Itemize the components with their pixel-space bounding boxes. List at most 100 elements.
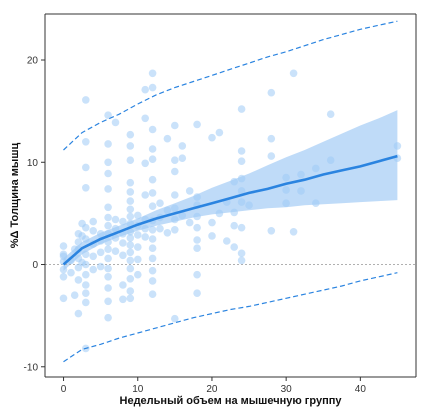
data-point: [141, 224, 149, 233]
y-tick-label: -10: [24, 362, 39, 373]
data-point: [237, 105, 246, 113]
data-point: [82, 298, 90, 307]
data-point: [141, 191, 149, 199]
data-point: [267, 88, 276, 97]
data-point: [67, 268, 75, 277]
data-point: [215, 209, 224, 218]
data-point: [104, 158, 112, 167]
data-point: [267, 134, 276, 143]
data-point: [119, 295, 127, 304]
data-point: [134, 211, 142, 220]
data-point: [185, 218, 194, 227]
data-point: [126, 130, 135, 139]
data-point: [82, 235, 90, 243]
data-point: [126, 241, 135, 249]
data-point: [237, 256, 246, 265]
data-point: [289, 69, 298, 78]
data-point: [148, 290, 157, 299]
data-point: [59, 265, 68, 274]
data-point: [111, 118, 120, 127]
data-point: [126, 256, 135, 265]
data-point: [193, 193, 201, 201]
data-point: [289, 228, 298, 236]
data-point: [297, 170, 305, 179]
confidence-band-layer: [63, 110, 398, 271]
data-points-layer: [59, 69, 402, 353]
data-point: [96, 230, 105, 238]
data-point: [104, 203, 112, 212]
data-point: [104, 111, 112, 119]
data-point: [104, 264, 112, 273]
data-point: [104, 297, 112, 306]
data-point: [237, 187, 246, 195]
data-point: [393, 142, 402, 150]
data-point: [96, 248, 105, 257]
data-point: [82, 250, 90, 259]
data-point: [193, 244, 201, 252]
data-point: [148, 69, 157, 78]
data-point: [82, 281, 90, 289]
data-point: [89, 227, 97, 235]
data-point: [141, 85, 149, 94]
data-point: [111, 215, 120, 224]
data-point: [82, 270, 90, 279]
data-point: [126, 212, 135, 221]
data-point: [193, 236, 201, 244]
data-point: [82, 223, 90, 232]
data-point: [178, 154, 187, 162]
data-point: [223, 237, 231, 245]
data-point: [126, 188, 135, 196]
data-point: [171, 191, 179, 199]
data-point: [119, 281, 127, 289]
data-point: [104, 284, 112, 292]
data-point: [148, 226, 157, 234]
data-point: [74, 309, 83, 318]
y-tick-label: 10: [27, 158, 39, 169]
data-point: [104, 245, 112, 253]
confidence-band: [63, 110, 398, 271]
data-point: [104, 238, 112, 246]
data-point: [148, 175, 157, 184]
data-point: [82, 184, 90, 192]
data-point: [126, 228, 135, 236]
data-point: [59, 242, 68, 250]
data-point: [126, 197, 135, 205]
data-point: [178, 211, 187, 220]
data-point: [141, 114, 149, 123]
data-point: [70, 291, 79, 300]
y-tick-label: 0: [32, 260, 38, 271]
data-point: [59, 273, 68, 281]
data-point: [104, 213, 112, 222]
x-tick-label: 10: [132, 384, 144, 395]
axes-layer: 0 10 20 30 40 -10 0 10 20: [24, 13, 417, 395]
data-point: [148, 266, 157, 275]
data-point: [82, 163, 90, 172]
data-point: [119, 239, 127, 247]
data-point: [193, 289, 201, 298]
data-point: [148, 235, 157, 243]
data-point: [74, 276, 83, 284]
data-point: [148, 83, 157, 92]
data-point: [104, 254, 112, 263]
data-point: [237, 147, 246, 155]
data-point: [104, 140, 112, 148]
data-point: [148, 254, 157, 263]
prediction-interval-layer: [63, 20, 398, 363]
data-point: [126, 178, 135, 187]
prediction-upper-line: [63, 20, 398, 151]
data-point: [104, 185, 112, 193]
data-point: [245, 201, 253, 209]
data-point: [82, 260, 90, 269]
data-point: [126, 156, 135, 164]
data-point: [104, 169, 112, 178]
data-point: [193, 212, 201, 221]
data-point: [111, 234, 120, 242]
data-point: [156, 224, 164, 233]
data-point: [163, 206, 172, 215]
data-point: [134, 243, 142, 251]
data-point: [126, 294, 135, 303]
data-point: [193, 223, 201, 232]
data-point: [82, 96, 90, 104]
data-point: [141, 159, 149, 168]
